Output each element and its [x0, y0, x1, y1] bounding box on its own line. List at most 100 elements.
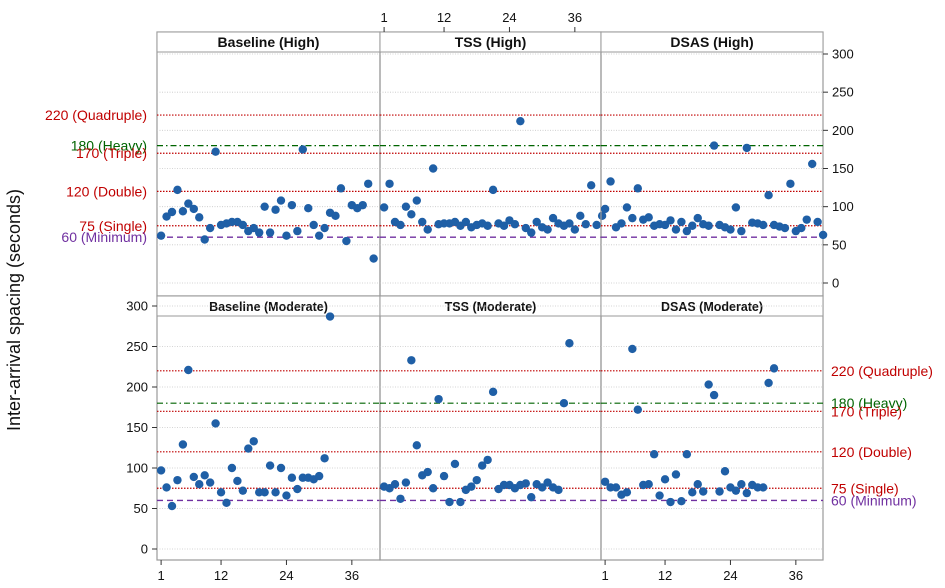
data-point — [156, 466, 166, 475]
data-point — [238, 220, 248, 230]
data-point — [265, 461, 275, 470]
x-tick-label: 36 — [789, 568, 803, 583]
data-point — [758, 220, 768, 230]
data-point — [379, 203, 389, 212]
data-point — [412, 196, 421, 205]
data-point — [715, 487, 724, 496]
data-point — [818, 230, 828, 240]
data-point — [282, 491, 291, 500]
data-point — [336, 184, 346, 193]
data-point — [216, 488, 226, 497]
data-point — [200, 235, 209, 244]
axes-layer: 0 50 100 150 200 250 300 0 50 100 150 200 250 300 1 12 2… — [126, 10, 853, 583]
data-point — [622, 203, 632, 212]
x-tick-label: 1 — [157, 568, 164, 583]
data-point — [677, 217, 686, 227]
data-point — [565, 339, 574, 348]
y-axis-title: Inter-arrival spacing (seconds) — [4, 189, 24, 431]
y-tick-label: 150 — [126, 420, 148, 435]
data-point — [516, 116, 525, 126]
data-point — [450, 459, 460, 469]
data-point — [265, 228, 275, 237]
data-point — [764, 191, 773, 200]
data-point — [543, 225, 552, 234]
data-point — [390, 480, 400, 489]
data-point — [195, 213, 204, 222]
data-point — [726, 225, 735, 234]
data-point — [576, 211, 585, 221]
data-point — [521, 479, 530, 488]
reference-line-label: 120 (Double) — [66, 183, 147, 199]
data-point — [412, 441, 421, 450]
y-tick-label: 300 — [126, 299, 148, 314]
data-point — [565, 219, 574, 228]
y-tick-label: 300 — [832, 47, 854, 62]
x-tick-label: 36 — [568, 10, 582, 25]
y-tick-label: 100 — [832, 199, 854, 214]
data-point — [467, 482, 476, 491]
data-point — [271, 205, 280, 214]
data-point — [537, 483, 547, 492]
data-point — [704, 221, 713, 230]
y-tick-label: 250 — [126, 339, 148, 354]
data-point — [720, 467, 730, 476]
data-point — [693, 213, 702, 223]
data-point — [401, 478, 411, 487]
data-point — [499, 221, 509, 230]
y-tick-label: 100 — [126, 461, 148, 476]
data-point — [592, 220, 601, 230]
data-point — [709, 141, 719, 150]
data-point — [532, 217, 541, 227]
data-point — [461, 217, 471, 227]
data-point — [581, 220, 590, 229]
data-point — [385, 179, 394, 188]
data-point — [184, 365, 193, 375]
y-tick-label: 150 — [832, 161, 854, 176]
data-point — [617, 219, 626, 228]
data-point — [260, 488, 269, 497]
data-point — [737, 226, 746, 236]
data-point — [660, 475, 670, 484]
data-point — [628, 344, 637, 354]
data-point — [439, 471, 449, 481]
data-point — [276, 196, 286, 205]
reference-line-label: 180 (Heavy) — [831, 395, 907, 411]
data-point — [342, 236, 351, 246]
data-point — [764, 378, 773, 388]
panels-layer: Baseline (High) TSS (High) DSAS (High) Base… — [156, 31, 828, 561]
data-point — [445, 497, 454, 507]
panel-title: Baseline (Moderate) — [209, 300, 328, 314]
data-point — [559, 399, 569, 408]
data-point — [688, 221, 697, 230]
y-tick-label: 0 — [832, 276, 839, 291]
reference-line-label: 180 (Heavy) — [71, 138, 147, 154]
data-point — [320, 454, 329, 463]
data-point — [428, 484, 438, 493]
data-point — [233, 476, 242, 486]
data-point — [320, 223, 329, 233]
data-point — [195, 480, 204, 489]
reference-line-label: 170 (Triple) — [831, 403, 902, 419]
x-tick-label: 24 — [502, 10, 516, 25]
data-point — [483, 455, 492, 465]
data-point — [769, 364, 779, 373]
data-point — [227, 463, 237, 473]
data-point — [298, 145, 307, 154]
x-tick-label: 1 — [601, 568, 608, 583]
x-tick-label: 12 — [658, 568, 672, 583]
data-point — [737, 480, 746, 489]
data-point — [742, 488, 751, 498]
panel-strip — [600, 31, 824, 53]
data-point — [611, 483, 621, 492]
data-point — [543, 478, 552, 487]
data-point — [587, 181, 596, 190]
data-point — [758, 483, 768, 492]
data-point — [510, 220, 520, 229]
data-point — [331, 211, 340, 221]
data-point — [666, 497, 675, 507]
data-point — [693, 480, 702, 489]
reference-line-label: 220 (Quadruple) — [831, 363, 933, 379]
data-point — [156, 231, 166, 240]
data-point — [633, 184, 642, 193]
